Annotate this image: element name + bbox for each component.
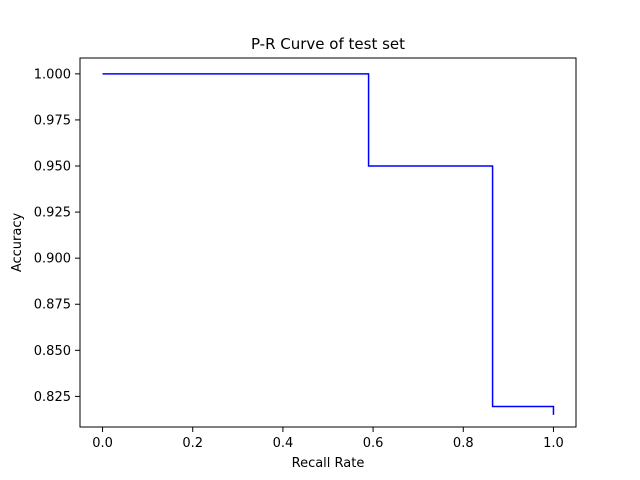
x-tick-label: 0.0: [92, 436, 113, 451]
x-axis-label: Recall Rate: [292, 456, 365, 471]
plot-frame: [79, 57, 577, 428]
y-axis-ticks: 0.825 0.850 0.875 0.900 0.925 0.950 0.975 1.000: [34, 67, 80, 405]
x-tick-label: 0.6: [363, 436, 384, 451]
y-tick-label: 0.925: [34, 206, 71, 221]
x-tick-label: 0.8: [453, 436, 474, 451]
y-tick-label: 1.000: [34, 67, 71, 82]
pr-curve-line: [102, 73, 555, 415]
y-tick-label: 0.825: [34, 390, 71, 405]
y-tick-label: 0.975: [34, 113, 71, 128]
plot-area: [80, 58, 576, 427]
chart-title: P-R Curve of test set: [251, 35, 405, 53]
x-tick-label: 0.2: [182, 436, 203, 451]
y-axis-label: Accuracy: [10, 213, 25, 273]
y-tick-label: 0.875: [34, 298, 71, 313]
x-axis-ticks: 0.0 0.2 0.4 0.6 0.8 1.0: [92, 427, 564, 451]
x-tick-label: 0.4: [273, 436, 294, 451]
y-tick-label: 0.850: [34, 344, 71, 359]
y-tick-label: 0.950: [34, 160, 71, 175]
y-tick-label: 0.900: [34, 252, 71, 267]
x-tick-label: 1.0: [543, 436, 564, 451]
series-group: [102, 73, 555, 415]
